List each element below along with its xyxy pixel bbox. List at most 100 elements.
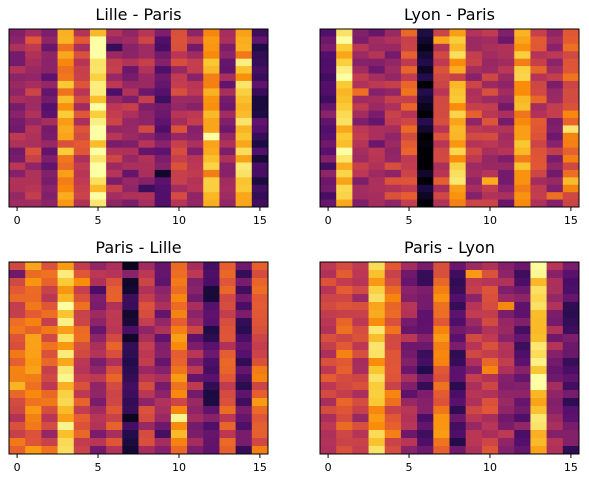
heatmap-cell: [219, 36, 237, 45]
heatmap-cell: [122, 51, 139, 60]
heatmap-cell: [562, 438, 580, 447]
heatmap-cell: [400, 155, 418, 163]
heatmap-cell: [336, 302, 353, 311]
heatmap-cell: [138, 294, 156, 303]
heatmap-cell: [73, 184, 91, 193]
heatmap-cell: [546, 286, 564, 295]
heatmap-cell: [417, 438, 434, 447]
heatmap-cell: [449, 422, 467, 431]
heatmap-cell: [170, 125, 188, 134]
heatmap-cell: [170, 192, 188, 200]
heatmap-cell: [25, 318, 42, 327]
heatmap-cell: [73, 430, 91, 439]
heatmap-cell: [89, 199, 107, 208]
heatmap-cell: [154, 43, 172, 52]
heatmap-cell: [170, 147, 188, 156]
heatmap-cell: [352, 110, 369, 119]
heatmap-cell: [106, 110, 123, 119]
heatmap-cell: [41, 390, 58, 399]
heatmap-cell: [203, 95, 220, 104]
heatmap-cell: [154, 155, 172, 163]
heatmap-cell: [400, 438, 418, 447]
heatmap-cell: [481, 162, 499, 171]
heatmap-cell: [170, 51, 188, 60]
heatmap-cell: [562, 350, 580, 359]
heatmap-cell: [400, 125, 418, 134]
heatmap-cell: [187, 73, 204, 82]
heatmap-cell: [57, 406, 75, 415]
heatmap-cell: [368, 422, 386, 431]
heatmap-cell: [187, 438, 204, 447]
heatmap-cell: [417, 43, 434, 52]
heatmap-cell: [546, 422, 564, 431]
heatmap-cell: [251, 318, 269, 327]
heatmap-cell: [251, 334, 269, 343]
heatmap-cell: [73, 350, 91, 359]
heatmap-cell: [320, 118, 337, 126]
heatmap-cell: [251, 184, 269, 193]
heatmap-cell: [498, 326, 515, 335]
heatmap-cell: [449, 430, 467, 439]
heatmap-cell: [546, 80, 564, 89]
heatmap-cell: [235, 51, 253, 60]
heatmap-cell: [498, 177, 515, 186]
heatmap-cell: [368, 73, 386, 82]
heatmap-cell: [546, 125, 564, 134]
heatmap-cell: [546, 398, 564, 407]
heatmap-cell: [530, 73, 548, 82]
heatmap-cell: [514, 286, 531, 295]
heatmap-cell: [138, 43, 156, 52]
heatmap-cell: [352, 334, 369, 343]
heatmap-cell: [73, 438, 91, 447]
heatmap-cell: [219, 326, 237, 335]
heatmap-cell: [384, 73, 402, 82]
heatmap-cell: [170, 414, 188, 423]
heatmap-cell: [320, 406, 337, 415]
heatmap-cell: [546, 350, 564, 359]
heatmap-cell: [352, 398, 369, 407]
heatmap-cell: [138, 398, 156, 407]
heatmap-cell: [41, 334, 58, 343]
heatmap-cell: [170, 184, 188, 193]
heatmap-cell: [368, 382, 386, 391]
heatmap-cell: [449, 318, 467, 327]
heatmap-cell: [336, 125, 353, 134]
heatmap-cell: [235, 66, 253, 74]
heatmap-cell: [106, 398, 123, 407]
heatmap-cell: [417, 199, 434, 208]
heatmap-cell: [368, 334, 386, 343]
heatmap-cell: [546, 342, 564, 351]
heatmap-cell: [251, 29, 269, 37]
heatmap-cell: [187, 302, 204, 311]
heatmap-cell: [73, 29, 91, 37]
heatmap-cell: [203, 398, 220, 407]
heatmap-cell: [25, 342, 42, 351]
heatmap-cell: [73, 125, 91, 134]
heatmap-cell: [25, 36, 42, 45]
heatmap-cell: [384, 95, 402, 104]
heatmap-cell: [546, 184, 564, 193]
heatmap-cell: [203, 132, 220, 141]
heatmap-cell: [138, 358, 156, 367]
heatmap-cell: [465, 184, 483, 193]
heatmap-cell: [9, 286, 26, 295]
heatmap-cell: [433, 184, 450, 193]
heatmap-cell: [562, 278, 580, 287]
heatmap-cell: [187, 103, 204, 111]
heatmap-cell: [203, 358, 220, 367]
heatmap-cell: [320, 169, 337, 178]
heatmap-cell: [89, 270, 107, 279]
heatmap-cell: [562, 58, 580, 67]
heatmap-cell: [73, 398, 91, 407]
heatmap-cell: [9, 374, 26, 383]
heatmap-cell: [352, 155, 369, 163]
heatmap-cell: [368, 51, 386, 60]
x-tick-label: 10: [172, 214, 186, 227]
heatmap-cell: [235, 390, 253, 399]
heatmap-cell: [154, 162, 172, 171]
heatmap-cell: [336, 169, 353, 178]
heatmap-cell: [433, 192, 450, 200]
heatmap-cell: [546, 199, 564, 208]
heatmap-cell: [138, 422, 156, 431]
heatmap-cell: [481, 262, 499, 271]
